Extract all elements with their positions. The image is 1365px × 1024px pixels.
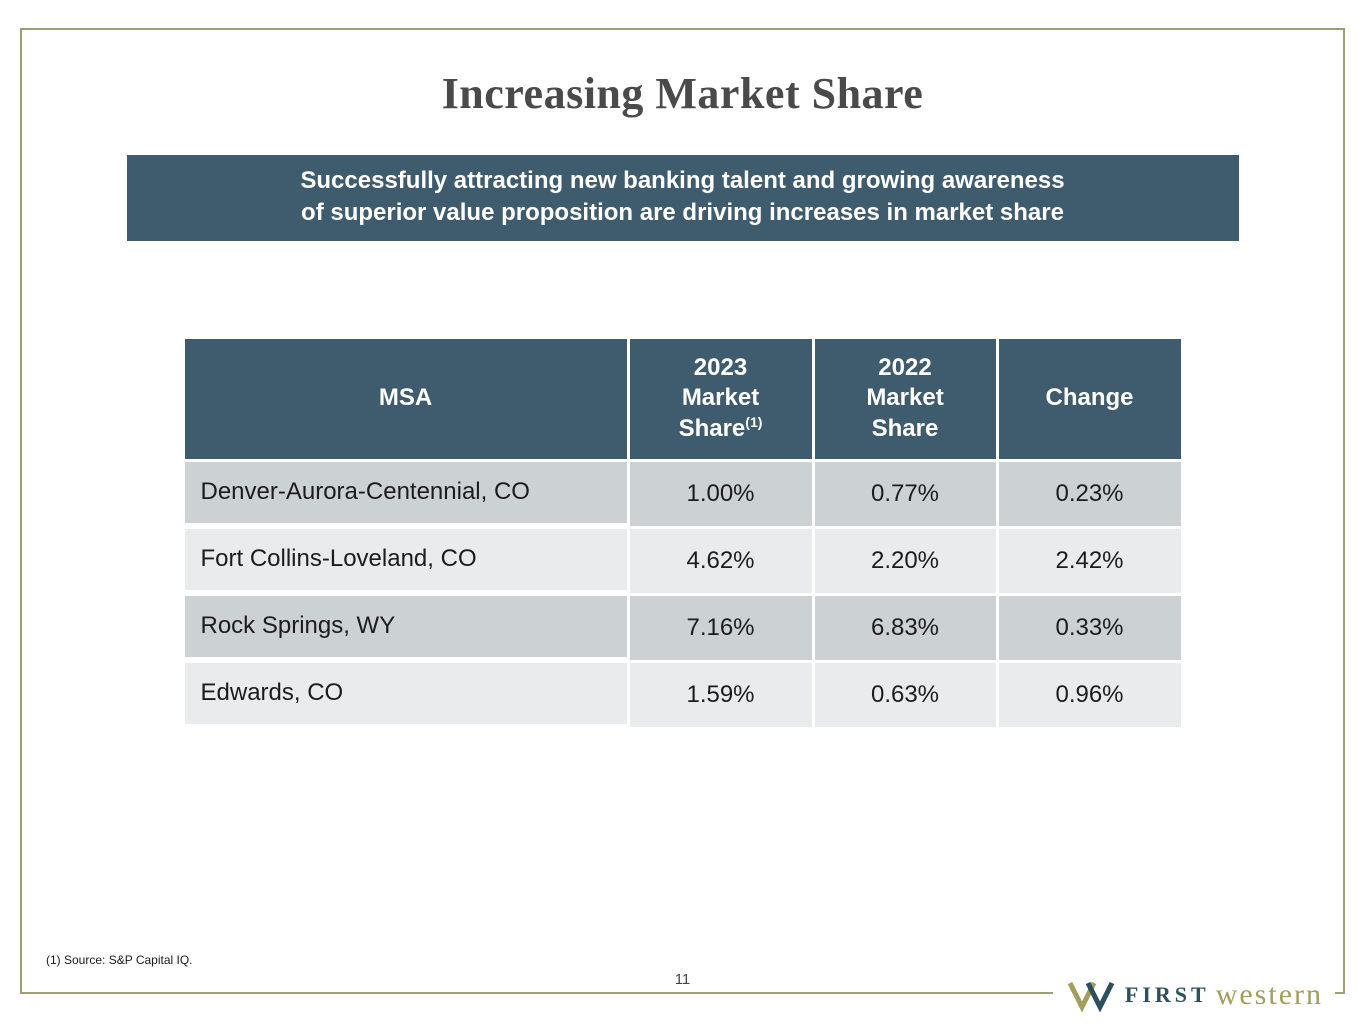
page-title: Increasing Market Share — [441, 69, 924, 118]
header-2023-market-share: 2023 Market Share(1) — [629, 338, 815, 462]
header-change: Change — [998, 338, 1181, 462]
table-row: Fort Collins-Loveland, CO 4.62% 2.20% 2.… — [184, 528, 1181, 596]
cell-msa: Fort Collins-Loveland, CO — [184, 528, 630, 593]
header-2022-market-share: 2022 Market Share — [814, 338, 999, 462]
cell-msa: Rock Springs, WY — [184, 595, 630, 660]
key-message-banner: Successfully attracting new banking tale… — [126, 155, 1239, 241]
cell-2022-share: 2.20% — [814, 528, 999, 596]
cell-2022-share: 0.77% — [814, 461, 999, 529]
header-2022-line1: 2022 — [878, 353, 932, 381]
cell-change: 0.33% — [998, 595, 1181, 663]
header-2022-line3: Share — [871, 415, 939, 443]
header-change-label: Change — [1045, 384, 1134, 412]
header-2023-share-text: Share — [678, 415, 746, 443]
header-msa: MSA — [184, 338, 630, 462]
cell-2023-share: 4.62% — [629, 528, 815, 596]
header-2023-line1: 2023 — [693, 353, 748, 381]
header-msa-label: MSA — [378, 384, 433, 412]
cell-msa: Edwards, CO — [184, 662, 630, 727]
cell-msa: Denver-Aurora-Centennial, CO — [184, 461, 630, 526]
footnote-ref-icon: (1) — [745, 414, 763, 431]
table-row: Edwards, CO 1.59% 0.63% 0.96% — [184, 662, 1181, 730]
cell-2023-share: 1.00% — [629, 461, 815, 529]
first-western-w-icon — [1067, 981, 1115, 1012]
cell-2023-share: 1.59% — [629, 662, 815, 730]
first-western-logo: FIRST western — [1052, 972, 1335, 1018]
cell-2023-share: 7.16% — [629, 595, 815, 663]
logo-text-western: western — [1215, 978, 1323, 1011]
table-header-row: MSA 2023 Market Share(1) 2022 Market Sha… — [184, 338, 1181, 462]
cell-change: 0.96% — [998, 662, 1181, 730]
cell-2022-share: 6.83% — [814, 595, 999, 663]
table-row: Rock Springs, WY 7.16% 6.83% 0.33% — [184, 595, 1181, 663]
table-row: Denver-Aurora-Centennial, CO 1.00% 0.77%… — [184, 461, 1181, 529]
source-footnote: (1) Source: S&P Capital IQ. — [46, 953, 193, 967]
market-share-table: MSA 2023 Market Share(1) 2022 Market Sha… — [184, 338, 1181, 730]
header-2022-line2: Market — [866, 384, 944, 412]
logo-text-first: FIRST — [1124, 982, 1210, 1007]
banner-line-1: Successfully attracting new banking tale… — [300, 167, 1065, 194]
header-2023-line3: Share(1) — [679, 414, 763, 445]
slide-content: Increasing Market Share Successfully att… — [126, 69, 1239, 730]
page-number: 11 — [674, 971, 691, 988]
banner-line-2: of superior value proposition are drivin… — [301, 198, 1064, 226]
cell-change: 0.23% — [998, 461, 1181, 529]
cell-2022-share: 0.63% — [814, 662, 999, 730]
cell-change: 2.42% — [998, 528, 1181, 596]
header-2023-line2: Market — [681, 384, 760, 412]
